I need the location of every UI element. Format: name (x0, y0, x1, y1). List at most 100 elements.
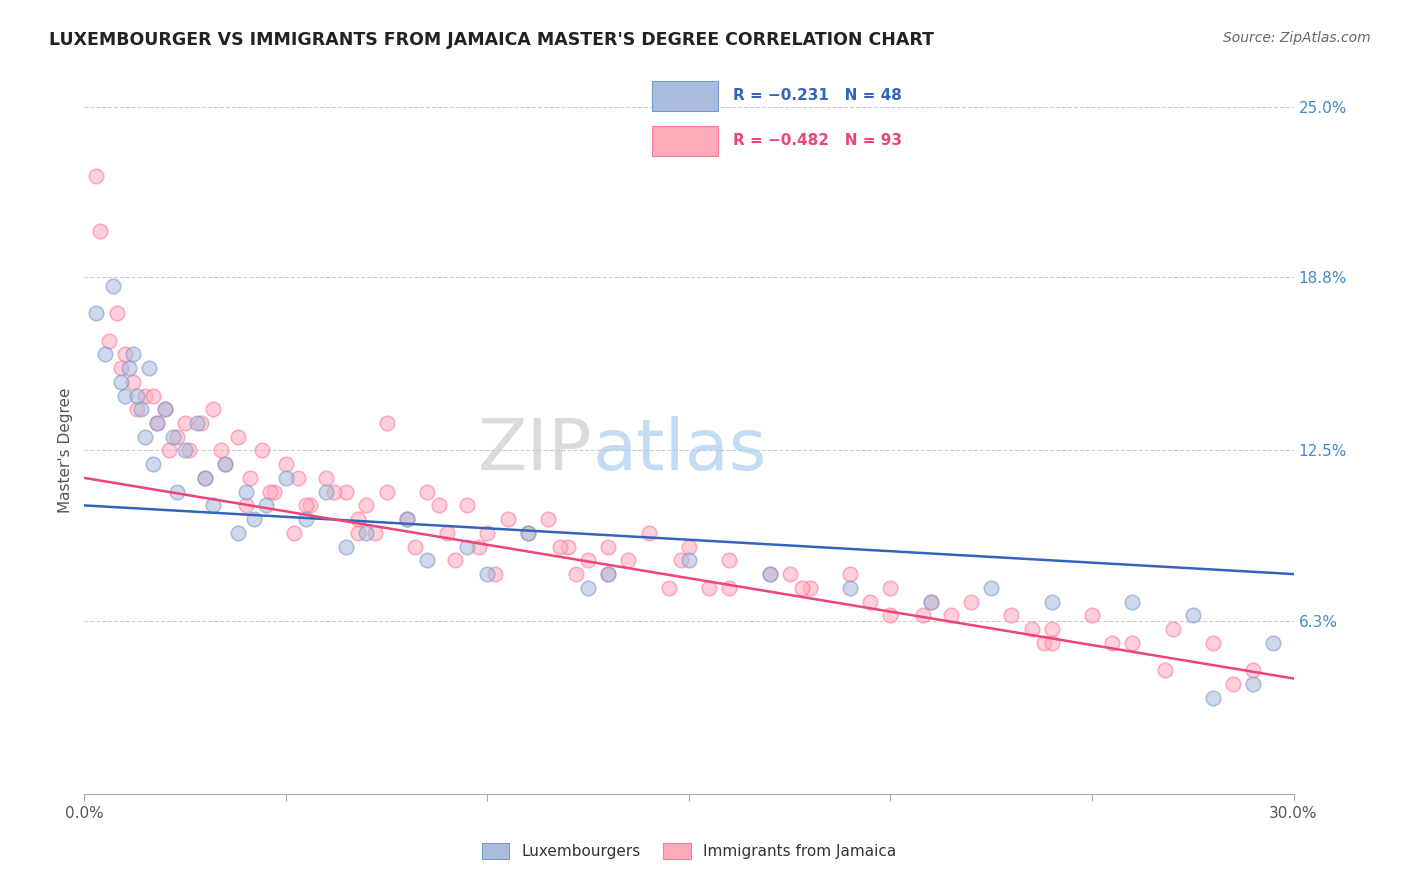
Point (114, 388, 136, 402)
Point (375, 484, 398, 499)
Point (879, 581, 901, 595)
Text: Source: ZipAtlas.com: Source: ZipAtlas.com (1223, 31, 1371, 45)
Point (162, 430, 184, 444)
Point (110, 361, 132, 376)
Point (598, 567, 620, 582)
Point (911, 608, 934, 623)
Point (839, 581, 862, 595)
Point (920, 594, 942, 608)
Point (1000, 608, 1022, 623)
Point (121, 347, 143, 361)
Point (105, 306, 128, 320)
Point (274, 471, 297, 485)
Point (142, 388, 165, 402)
Point (142, 457, 165, 471)
Point (920, 594, 942, 608)
Point (1101, 636, 1123, 650)
Text: atlas: atlas (592, 416, 766, 485)
Point (242, 512, 264, 526)
Point (960, 594, 983, 608)
Point (299, 499, 322, 513)
Point (879, 608, 901, 623)
Point (93, 347, 115, 361)
Point (335, 484, 357, 499)
Point (799, 581, 821, 595)
Point (939, 608, 962, 623)
Point (174, 416, 197, 430)
Point (287, 471, 309, 485)
Point (1263, 636, 1285, 650)
Point (263, 484, 285, 499)
Point (416, 484, 439, 499)
Point (1202, 636, 1225, 650)
Point (375, 416, 398, 430)
Point (202, 402, 225, 417)
Point (1121, 636, 1143, 650)
Point (404, 540, 426, 554)
Point (576, 553, 599, 567)
Point (678, 540, 700, 554)
Point (153, 402, 176, 417)
Point (97, 334, 120, 348)
Point (758, 567, 780, 582)
Point (194, 471, 217, 485)
Point (1222, 677, 1244, 691)
Text: ZIP: ZIP (478, 416, 592, 485)
Point (758, 567, 780, 582)
Point (779, 567, 801, 582)
Point (157, 443, 180, 458)
Point (658, 581, 681, 595)
Point (436, 525, 458, 540)
Point (980, 581, 1002, 595)
Point (395, 512, 418, 526)
Point (214, 457, 236, 471)
Point (315, 484, 337, 499)
Point (283, 525, 305, 540)
Bar (652, 81, 718, 111)
Point (274, 457, 297, 471)
Point (114, 347, 136, 361)
Point (598, 540, 620, 554)
Point (565, 567, 588, 582)
Point (496, 512, 519, 526)
Y-axis label: Master's Degree: Master's Degree (58, 388, 73, 513)
Point (1161, 622, 1184, 636)
Point (235, 484, 257, 499)
Point (89, 224, 111, 238)
Text: R = −0.231   N = 48: R = −0.231 N = 48 (734, 88, 903, 103)
Point (209, 443, 232, 458)
Point (598, 567, 620, 582)
Point (427, 499, 450, 513)
Point (1040, 622, 1063, 636)
Point (356, 525, 378, 540)
Point (718, 553, 741, 567)
Point (125, 388, 148, 402)
Point (138, 361, 160, 376)
Point (101, 278, 124, 293)
Legend: Luxembourgers, Immigrants from Jamaica: Luxembourgers, Immigrants from Jamaica (475, 837, 903, 865)
Point (548, 540, 571, 554)
Text: R = −0.482   N = 93: R = −0.482 N = 93 (734, 133, 903, 148)
Point (194, 471, 217, 485)
Point (477, 525, 499, 540)
Point (190, 416, 212, 430)
Point (1121, 594, 1143, 608)
Point (323, 484, 346, 499)
Point (839, 567, 862, 582)
Point (1181, 608, 1204, 623)
Point (186, 416, 208, 430)
Point (347, 525, 370, 540)
Point (146, 416, 169, 430)
Point (295, 499, 318, 513)
Point (254, 499, 277, 513)
Point (1040, 636, 1063, 650)
Point (86, 306, 108, 320)
Point (166, 430, 188, 444)
Point (1021, 622, 1043, 636)
Point (697, 581, 720, 595)
Point (617, 553, 640, 567)
Point (678, 553, 700, 567)
Point (129, 402, 152, 417)
Point (335, 540, 357, 554)
Point (718, 581, 741, 595)
